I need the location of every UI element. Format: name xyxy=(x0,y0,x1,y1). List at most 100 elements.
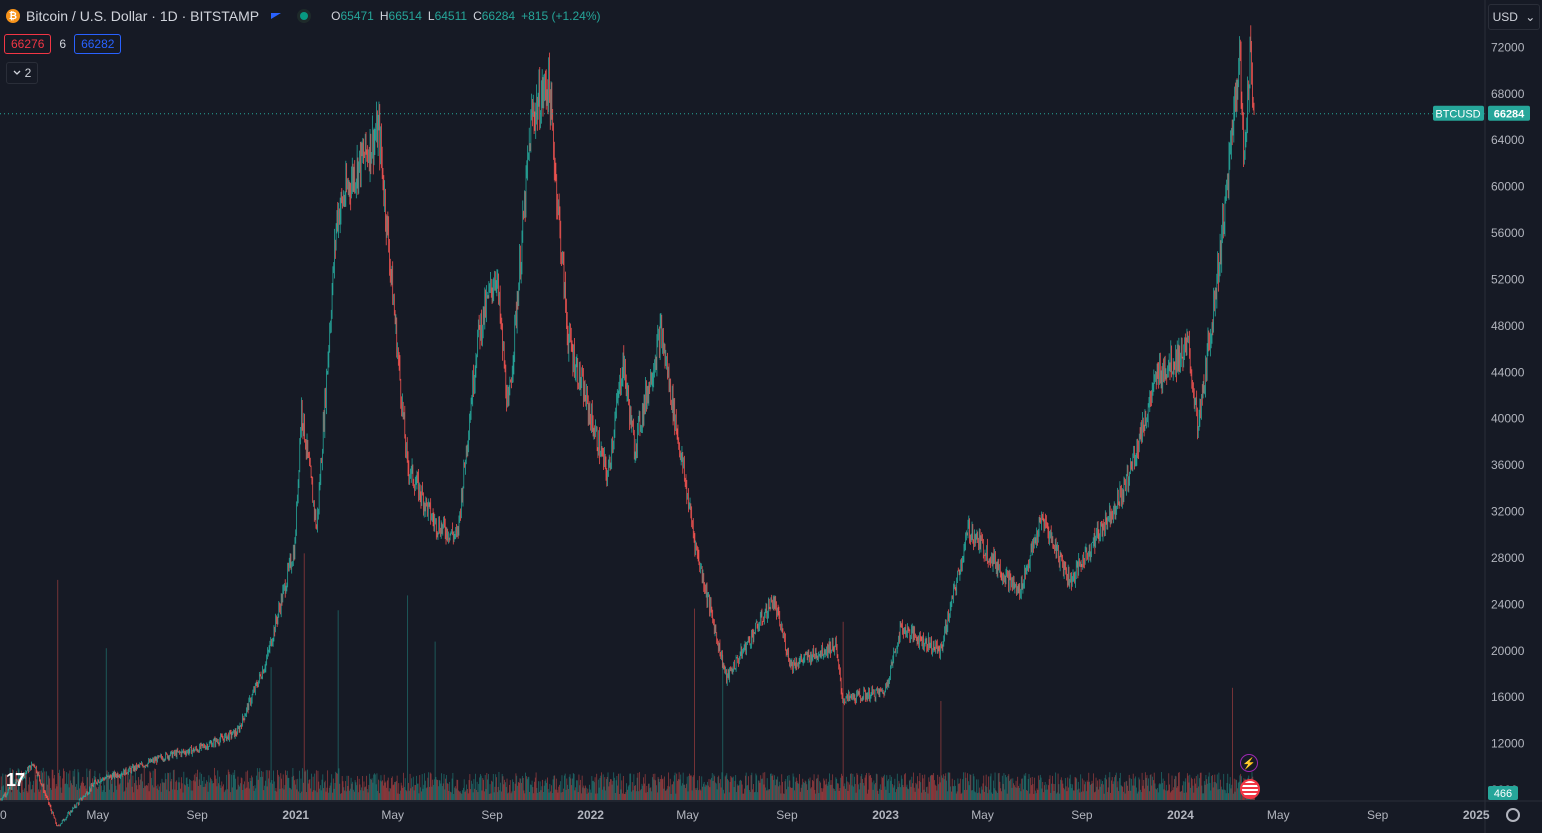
volume-bar xyxy=(550,791,552,800)
volume-bar xyxy=(418,793,420,800)
volume-bar xyxy=(880,789,882,800)
volume-bar xyxy=(492,773,494,800)
y-tick-label: 56000 xyxy=(1491,226,1525,240)
volume-bar xyxy=(1005,774,1006,800)
volume-bar xyxy=(416,783,418,800)
volume-bar xyxy=(1009,780,1010,800)
volume-bar xyxy=(951,791,952,800)
volume-bar xyxy=(982,783,984,800)
volume-bar xyxy=(972,790,973,800)
volume-bar xyxy=(474,788,476,800)
volume-bar xyxy=(428,772,430,800)
volume-bar xyxy=(528,776,530,800)
volume-bar xyxy=(441,773,442,800)
volume-bar xyxy=(757,780,759,800)
volume-bar xyxy=(628,784,630,800)
volume-bar xyxy=(47,775,49,800)
volume-bar xyxy=(1058,784,1060,800)
volume-bar xyxy=(694,788,696,800)
volume-bar xyxy=(1188,782,1190,800)
volume-bar xyxy=(658,778,660,800)
volume-bar xyxy=(509,784,510,800)
volume-bar xyxy=(1022,778,1023,800)
volume-bar xyxy=(193,774,195,800)
x-tick-label: May xyxy=(86,808,109,822)
volume-bar xyxy=(1221,789,1223,800)
volume-bar xyxy=(719,779,721,800)
volume-bar xyxy=(460,792,462,800)
volume-bar xyxy=(51,769,53,800)
volume-bar xyxy=(379,780,381,800)
volume-bar xyxy=(105,648,107,800)
lightning-icon[interactable]: ⚡ xyxy=(1240,754,1258,772)
volume-bar xyxy=(580,793,582,800)
volume-bar xyxy=(862,782,864,800)
volume-bar xyxy=(1005,777,1007,800)
volume-bar xyxy=(726,773,728,800)
volume-bar xyxy=(1043,785,1045,800)
volume-bar xyxy=(888,793,890,800)
volume-bar xyxy=(1201,785,1203,800)
volume-bar xyxy=(616,775,618,800)
volume-bar xyxy=(505,787,507,800)
volume-bar xyxy=(1145,777,1147,800)
volume-bar xyxy=(864,777,866,800)
flag-icon[interactable] xyxy=(271,13,282,19)
volume-bar xyxy=(12,770,14,800)
currency-select[interactable]: USD ⌄ xyxy=(1488,4,1540,30)
symbol-title[interactable]: Bitcoin / U.S. Dollar · 1D · BITSTAMP xyxy=(26,8,260,24)
indicators-toggle-button[interactable]: 2 xyxy=(6,62,38,84)
volume-bar xyxy=(170,781,172,800)
volume-bar xyxy=(878,793,880,800)
volume-bar xyxy=(746,785,748,800)
volume-bar xyxy=(744,788,745,800)
volume-bar xyxy=(462,790,463,800)
volume-bar xyxy=(404,778,406,800)
volume-bar xyxy=(720,787,722,800)
volume-bar xyxy=(246,787,248,800)
volume-bar xyxy=(976,793,978,800)
volume-bar xyxy=(197,769,198,800)
volume-bar xyxy=(353,791,355,800)
volume-bar xyxy=(292,768,294,800)
volume-bar xyxy=(618,793,620,800)
volume-bar xyxy=(269,782,271,800)
time-axis[interactable]: 20MaySep2021MaySep2022MaySep2023MaySep20… xyxy=(0,808,1490,822)
buy-button[interactable]: 66282 xyxy=(74,34,122,54)
volume-bar xyxy=(234,770,236,800)
volume-bar xyxy=(1239,775,1241,800)
volume-bar xyxy=(980,786,982,800)
volume-bar xyxy=(73,776,75,800)
volume-bar xyxy=(235,778,236,800)
volume-bar xyxy=(187,783,189,800)
volume-bar xyxy=(196,776,198,800)
volume-bar xyxy=(479,773,481,800)
tradingview-logo-icon[interactable]: 17 xyxy=(6,770,25,790)
volume-bar xyxy=(576,780,578,800)
volume-bar xyxy=(1210,790,1212,800)
volume-bar xyxy=(457,779,459,800)
currency-value: USD xyxy=(1492,10,1518,24)
volume-bar xyxy=(568,776,570,800)
volume-bar xyxy=(949,772,951,800)
volume-bar xyxy=(547,777,548,800)
volume-bar xyxy=(803,783,805,800)
volume-bar xyxy=(240,777,242,800)
volume-bar xyxy=(970,774,972,800)
gear-icon[interactable] xyxy=(1506,808,1520,822)
sell-button[interactable]: 66276 xyxy=(4,34,52,54)
volume-bar xyxy=(761,778,763,800)
volume-bar xyxy=(524,793,526,800)
volume-bar xyxy=(885,789,887,800)
volume-bar xyxy=(872,789,874,800)
y-tick-label: 68000 xyxy=(1491,87,1525,101)
volume-bar xyxy=(498,772,500,800)
volume-bar xyxy=(749,790,750,800)
volume-bar xyxy=(202,787,204,800)
volume-bar xyxy=(201,773,202,800)
us-flag-event-icon[interactable] xyxy=(1240,779,1260,799)
market-status-icon[interactable] xyxy=(297,9,312,23)
volume-bar xyxy=(94,770,96,800)
volume-bar xyxy=(258,771,260,800)
